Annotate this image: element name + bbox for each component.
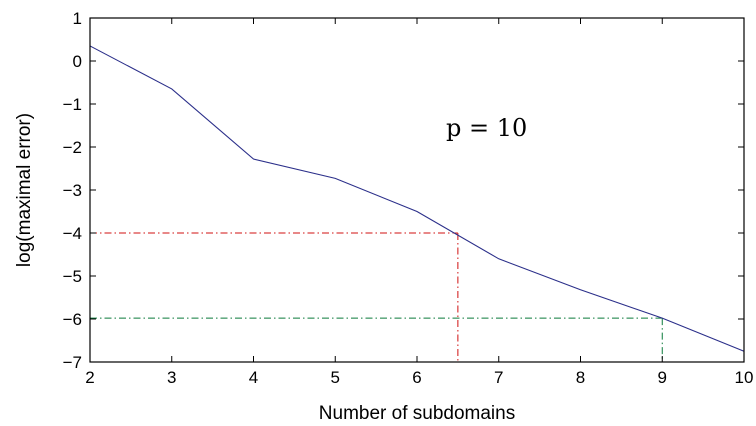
y-axis-label: log(maximal error): [14, 113, 35, 267]
x-tick-label: 4: [249, 368, 258, 387]
reference-lines: [90, 232, 663, 362]
y-tick-label: 1: [73, 9, 82, 28]
y-tick-label: −7: [63, 353, 82, 372]
x-tick-label: 8: [576, 368, 585, 387]
y-tick-label: −4: [63, 224, 82, 243]
plot-area: [90, 18, 744, 362]
x-tick-label: 7: [494, 368, 503, 387]
series-line: [89, 45, 745, 352]
x-tick-labels: 2 3 4 5 6 7 8 9 10: [85, 368, 753, 387]
series-group: [89, 45, 745, 352]
x-tick-label: 10: [735, 368, 754, 387]
y-tick-label: −3: [63, 181, 82, 200]
x-tick-label: 3: [167, 368, 176, 387]
x-tick-label: 9: [658, 368, 667, 387]
y-tick-label: −2: [63, 138, 82, 157]
x-tick-label: 6: [412, 368, 421, 387]
y-tick-label: 0: [73, 52, 82, 71]
x-axis-label: Number of subdomains: [319, 403, 515, 424]
y-tick-label: −1: [63, 95, 82, 114]
y-tick-label: −5: [63, 267, 82, 286]
y-tick-label: −6: [63, 310, 82, 329]
x-tick-label: 2: [85, 368, 94, 387]
x-tick-label: 5: [331, 368, 340, 387]
axis-ticks: [89, 17, 745, 363]
y-tick-labels: 1 0 −1 −2 −3 −4 −5 −6 −7: [63, 9, 82, 372]
p-annotation: p = 10: [446, 114, 527, 142]
